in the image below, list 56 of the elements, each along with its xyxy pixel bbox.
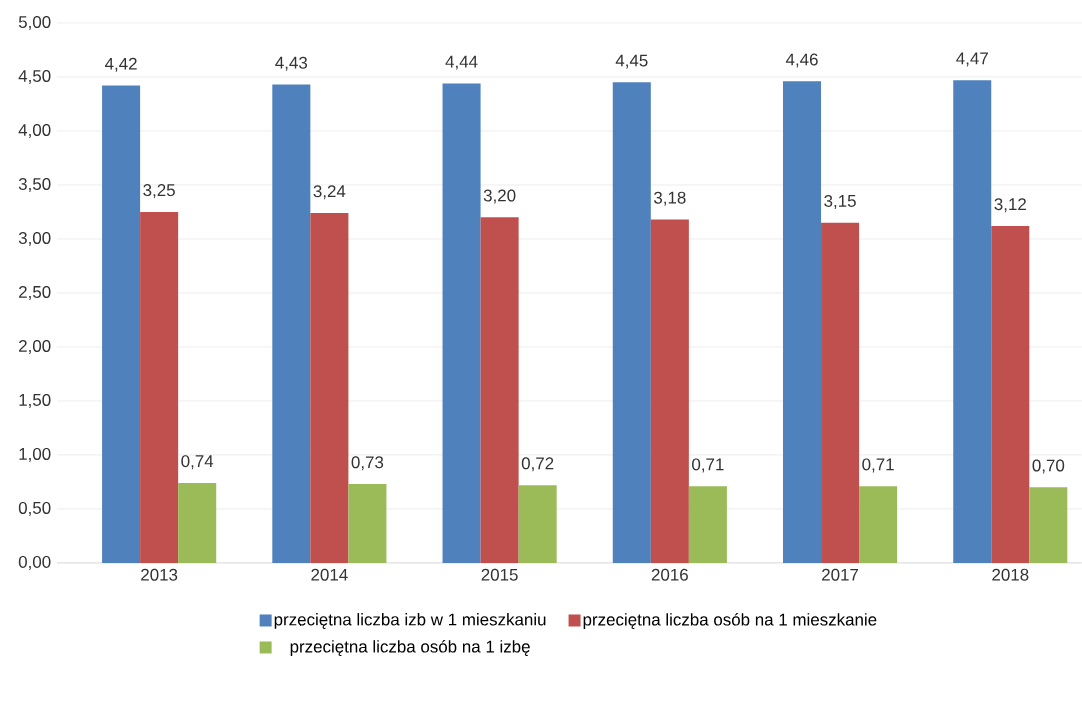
bar — [953, 80, 992, 563]
bar — [348, 484, 387, 563]
bar — [859, 486, 898, 563]
x-tick-label: 2013 — [141, 568, 178, 581]
x-tick-label: 2014 — [311, 568, 348, 581]
data-label: 3,15 — [824, 194, 856, 209]
x-tick-label: 2018 — [992, 568, 1029, 581]
y-tick-label: 1,50 — [19, 393, 51, 408]
data-label: 3,25 — [143, 184, 175, 199]
data-label: 3,20 — [483, 189, 516, 204]
y-tick-label: 5,00 — [18, 16, 51, 31]
data-label: 4,44 — [445, 55, 478, 70]
data-label: 0,71 — [862, 458, 894, 473]
x-tick-label: 2017 — [822, 568, 859, 581]
data-label: 0,70 — [1032, 459, 1065, 474]
data-label: 0,72 — [521, 457, 554, 472]
bar — [612, 82, 651, 563]
y-tick-label: 1,00 — [19, 447, 51, 462]
data-label: 3,24 — [313, 185, 346, 200]
bar — [821, 222, 860, 563]
legend-label: przeciętna liczba osób na 1 izbę — [290, 640, 530, 657]
data-label: 0,73 — [351, 456, 384, 471]
data-label: 0,71 — [692, 458, 724, 473]
bar — [272, 84, 311, 563]
bar — [518, 485, 557, 563]
x-tick-label: 2016 — [651, 568, 688, 581]
y-tick-label: 4,50 — [18, 70, 51, 85]
y-tick-label: 2,50 — [19, 286, 51, 300]
bar — [140, 212, 179, 563]
y-tick-label: 0,50 — [18, 501, 51, 516]
bar — [442, 83, 481, 563]
bar — [991, 226, 1030, 563]
y-tick-label: 3,00 — [18, 232, 51, 247]
data-label: 4,43 — [275, 56, 308, 71]
data-label: 0,74 — [181, 455, 214, 470]
legend-label: przeciętna liczba osób na 1 mieszkanie — [583, 613, 877, 630]
bar — [480, 217, 519, 563]
bar — [310, 213, 349, 563]
legend-label: przeciętna liczba izb w 1 mieszkaniu — [274, 613, 546, 629]
y-tick-label: 2,00 — [19, 340, 51, 354]
y-tick-label: 4,00 — [18, 124, 51, 139]
bar — [102, 85, 141, 563]
data-label: 4,42 — [105, 57, 137, 72]
bar — [178, 483, 217, 563]
data-label: 4,45 — [615, 54, 648, 69]
y-tick-label: 3,50 — [18, 178, 51, 193]
data-label: 4,46 — [785, 53, 818, 68]
data-label: 4,47 — [956, 52, 988, 67]
data-label: 3,18 — [654, 191, 686, 206]
bar — [650, 219, 689, 563]
bar — [1029, 487, 1068, 563]
data-label: 3,12 — [994, 198, 1026, 213]
bar — [688, 486, 727, 563]
x-tick-label: 2015 — [481, 568, 518, 581]
y-tick-label: 0,00 — [18, 555, 51, 570]
bar — [783, 81, 822, 563]
